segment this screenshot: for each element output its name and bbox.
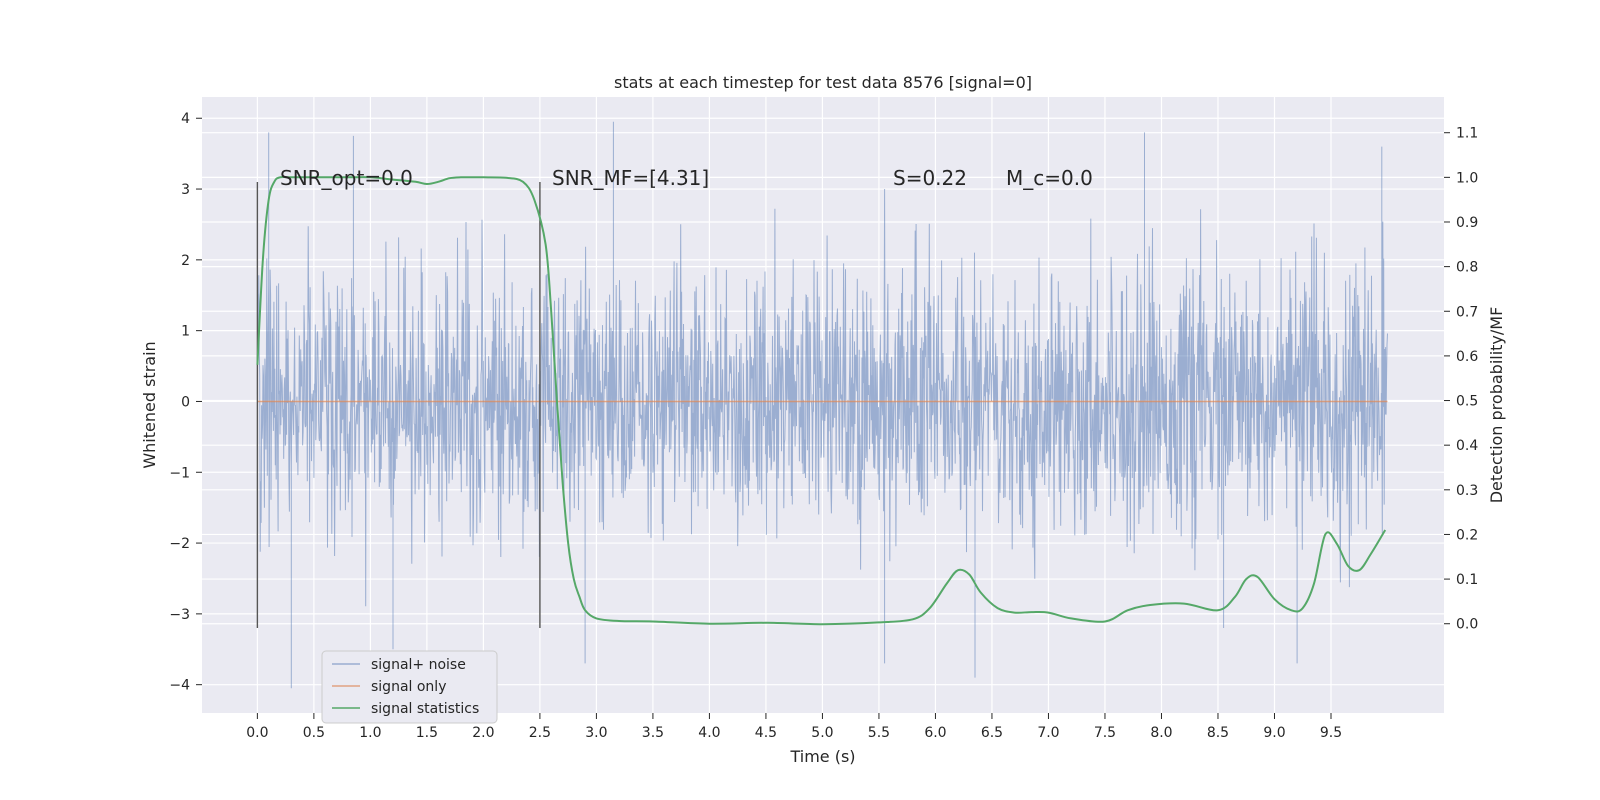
x-tick-label: 3.0 <box>585 725 607 741</box>
x-tick-label: 7.5 <box>1094 725 1116 741</box>
y-tick-label: 4 <box>181 111 190 127</box>
y-tick-label: −1 <box>169 465 190 481</box>
y2-tick-label: 0.1 <box>1456 572 1478 588</box>
y2-axis-label: Detection probability/MF <box>1487 307 1506 504</box>
y2-axis-ticks: 0.0 0.1 0.2 0.3 0.4 0.5 0.6 0.7 0.8 0.9 1.0 1.1 <box>1444 126 1478 633</box>
x-tick-label: 8.0 <box>1150 725 1172 741</box>
snr-opt-annotation: SNR_opt=0.0 <box>280 166 413 190</box>
y-tick-label: −4 <box>169 678 190 694</box>
y2-tick-label: 0.5 <box>1456 394 1478 410</box>
x-tick-label: 6.0 <box>924 725 946 741</box>
legend-label-statistics: signal statistics <box>371 701 479 717</box>
x-tick-label: 2.5 <box>529 725 551 741</box>
x-tick-label: 5.0 <box>811 725 833 741</box>
y2-tick-label: 1.1 <box>1456 126 1478 142</box>
mc-annotation: M_c=0.0 <box>1006 166 1093 190</box>
legend: signal+ noise signal only signal statist… <box>321 650 498 724</box>
x-tick-label: 1.5 <box>416 725 438 741</box>
x-tick-label: 5.5 <box>868 725 890 741</box>
signal-plus-noise-series <box>256 121 1388 689</box>
y-axis-ticks: −4 −3 −2 −1 0 1 2 3 4 <box>169 111 202 694</box>
signal-statistics-series <box>256 175 1387 626</box>
x-tick-label: 7.0 <box>1037 725 1059 741</box>
y2-tick-label: 0.8 <box>1456 260 1478 276</box>
x-tick-label: 1.0 <box>359 725 381 741</box>
x-tick-label: 8.5 <box>1207 725 1229 741</box>
x-tick-label: 3.5 <box>642 725 664 741</box>
x-tick-label: 0.5 <box>303 725 325 741</box>
y-tick-label: 2 <box>181 253 190 269</box>
y2-tick-label: 0.7 <box>1456 304 1478 320</box>
y2-tick-label: 0.3 <box>1456 483 1478 499</box>
x-tick-label: 4.0 <box>698 725 720 741</box>
signal-plus-noise-line <box>256 121 1388 689</box>
y-tick-label: 1 <box>181 324 190 340</box>
y2-tick-label: 1.0 <box>1456 170 1478 186</box>
legend-label-signal: signal only <box>371 679 446 695</box>
x-tick-label: 2.0 <box>472 725 494 741</box>
y2-tick-label: 0.6 <box>1456 349 1478 365</box>
vertical-markers <box>256 181 541 629</box>
x-tick-label: 9.5 <box>1320 725 1342 741</box>
y2-tick-label: 0.9 <box>1456 215 1478 231</box>
legend-label-noise: signal+ noise <box>371 657 466 673</box>
chart-title: stats at each timestep for test data 857… <box>614 73 1032 92</box>
x-tick-label: 9.0 <box>1263 725 1285 741</box>
x-tick-label: 6.5 <box>981 725 1003 741</box>
signal-statistics-line <box>256 175 1387 626</box>
y-tick-label: −2 <box>169 536 190 552</box>
x-axis-label: Time (s) <box>789 747 855 766</box>
x-tick-label: 4.5 <box>755 725 777 741</box>
y2-tick-label: 0.0 <box>1456 617 1478 633</box>
annotations: SNR_opt=0.0 SNR_MF=[4.31] S=0.22 M_c=0.0 <box>280 166 1093 190</box>
y-tick-label: −3 <box>169 607 190 623</box>
y-tick-label: 3 <box>181 182 190 198</box>
y-tick-label: 0 <box>181 394 190 410</box>
s-annotation: S=0.22 <box>893 166 967 190</box>
y2-tick-label: 0.2 <box>1456 527 1478 543</box>
x-tick-label: 0.0 <box>246 725 268 741</box>
x-axis-ticks: 0.0 0.5 1.0 1.5 2.0 2.5 3.0 3.5 4.0 4.5 5.0 5.5 6.0 6… <box>246 713 1342 741</box>
legend-box <box>321 650 498 724</box>
snr-mf-annotation: SNR_MF=[4.31] <box>552 166 709 190</box>
y2-tick-label: 0.4 <box>1456 438 1478 454</box>
y-axis-label: Whitened strain <box>140 341 159 468</box>
